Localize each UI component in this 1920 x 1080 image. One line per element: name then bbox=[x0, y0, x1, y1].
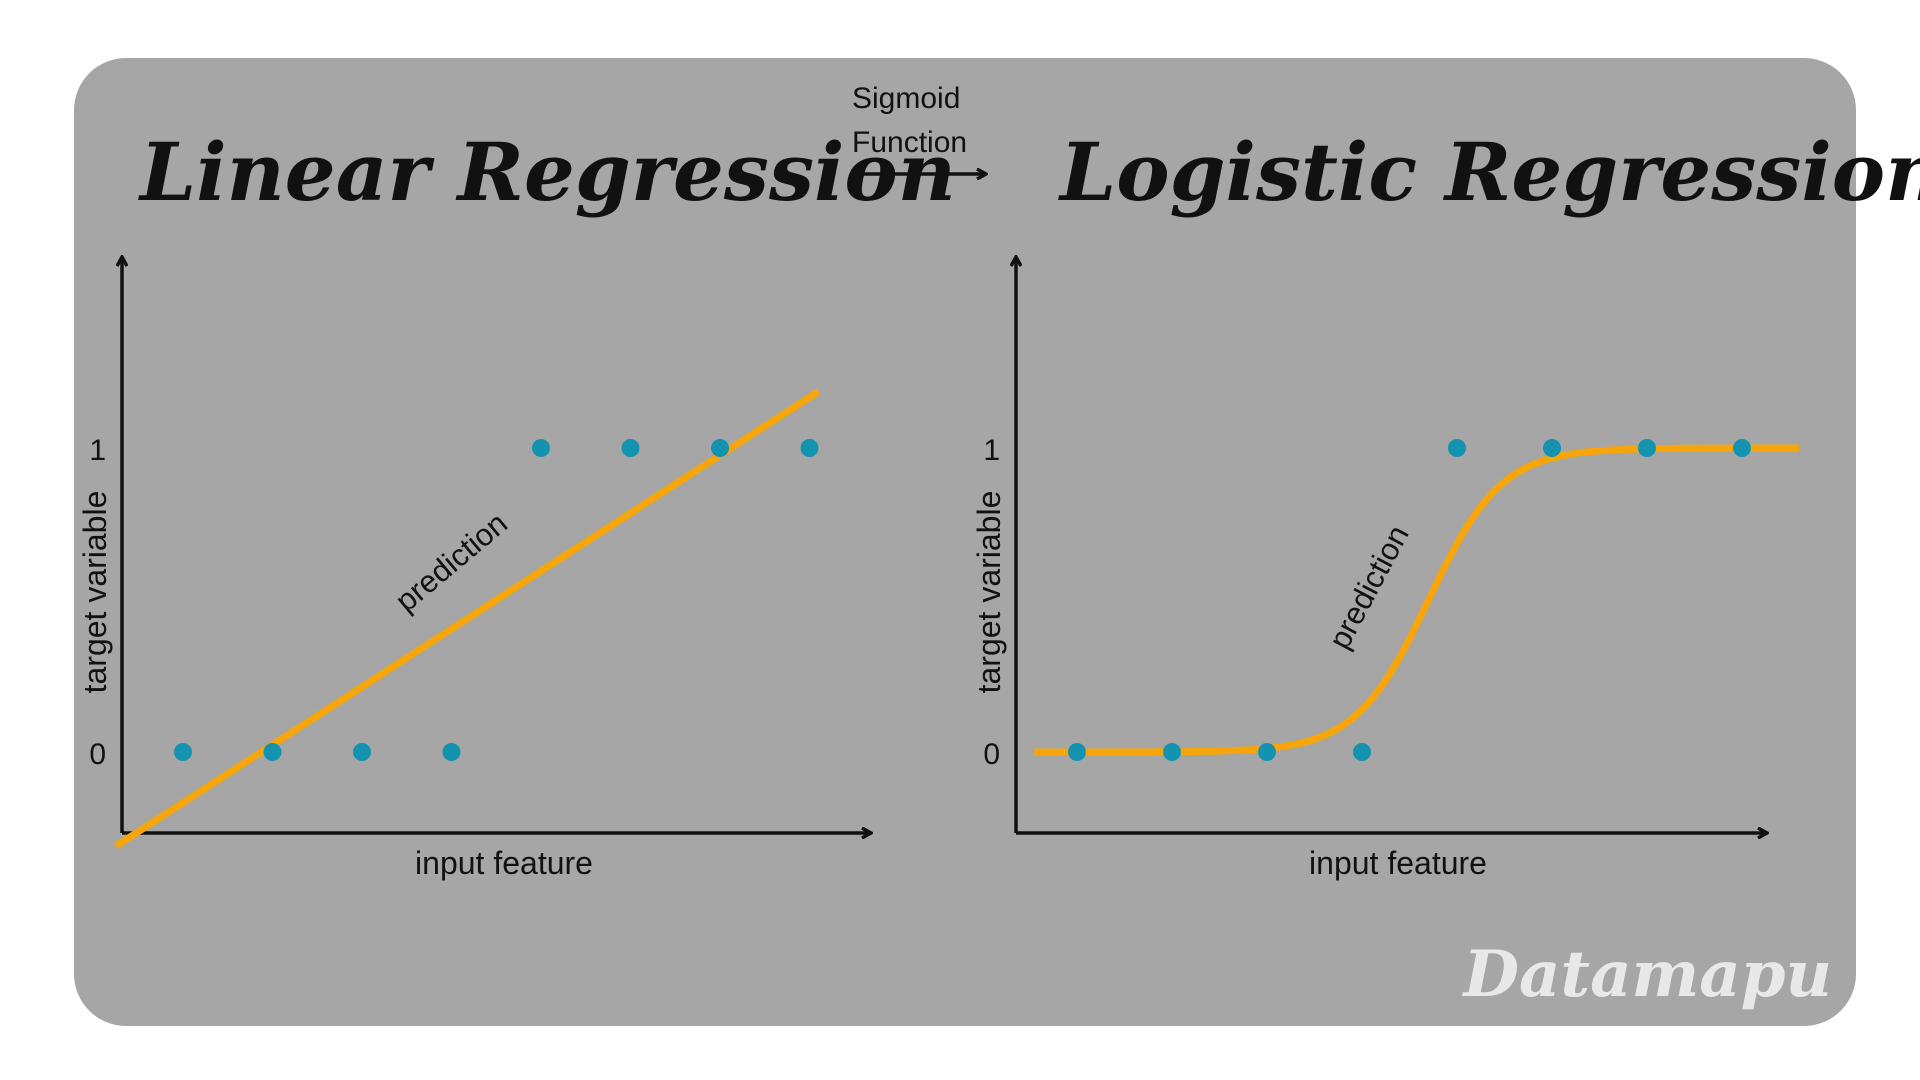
x-axis-label: input feature bbox=[415, 845, 593, 881]
y-tick-0: 0 bbox=[983, 738, 1000, 771]
data-point-6 bbox=[621, 439, 640, 457]
background-panel bbox=[74, 58, 1856, 1026]
y-tick-0: 0 bbox=[89, 738, 106, 771]
data-point-2 bbox=[263, 743, 282, 761]
data-point-5 bbox=[532, 439, 550, 457]
linear-regression-plot: 0 1 input feature target variable predic… bbox=[77, 258, 870, 881]
datamapu-logo: Datamapu bbox=[1462, 937, 1832, 1012]
y-tick-1: 1 bbox=[89, 434, 106, 467]
data-point-3 bbox=[353, 743, 371, 761]
data-point-6 bbox=[1543, 439, 1561, 457]
data-point-1 bbox=[174, 743, 192, 761]
data-point-5 bbox=[1448, 439, 1466, 457]
data-point-2 bbox=[1163, 743, 1181, 761]
data-point-8 bbox=[800, 439, 819, 457]
y-tick-1: 1 bbox=[983, 434, 1000, 467]
sigmoid-label: Sigmoid bbox=[852, 82, 960, 115]
sigmoid-arrow: Sigmoid Function bbox=[850, 82, 985, 174]
logistic-regression-title: Logistic Regression bbox=[1058, 125, 1920, 219]
data-point-8 bbox=[1733, 439, 1751, 457]
data-point-4 bbox=[442, 743, 461, 761]
data-point-7 bbox=[1638, 439, 1656, 457]
y-axis-label: target variable bbox=[971, 491, 1007, 694]
prediction-line bbox=[113, 388, 821, 850]
data-points bbox=[174, 439, 819, 761]
prediction-curve bbox=[1034, 444, 1799, 756]
data-point-7 bbox=[711, 439, 729, 457]
function-label: Function bbox=[852, 126, 967, 159]
data-points bbox=[1068, 439, 1751, 761]
data-point-1 bbox=[1068, 743, 1086, 761]
data-point-3 bbox=[1258, 743, 1276, 761]
x-axis-label: input feature bbox=[1309, 845, 1487, 881]
linear-regression-title: Linear Regression bbox=[138, 125, 956, 219]
y-axis-label: target variable bbox=[77, 491, 113, 694]
data-point-4 bbox=[1353, 743, 1371, 761]
